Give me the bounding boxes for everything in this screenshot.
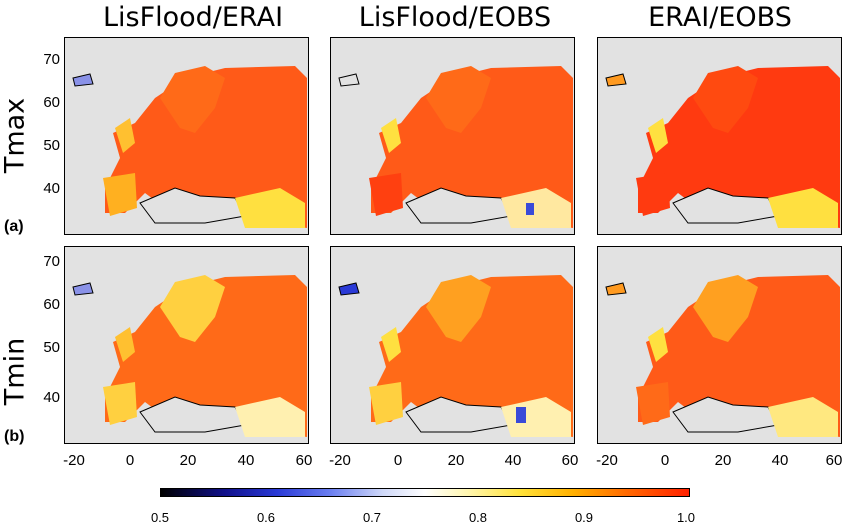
colorbar-label: 0.8 — [468, 510, 488, 525]
iceland — [605, 73, 627, 87]
iceland — [72, 282, 94, 296]
colorbar-label: 0.7 — [362, 510, 382, 525]
iberia — [369, 173, 403, 216]
ytick-label: 50 — [43, 137, 60, 154]
xtick-label: 40 — [504, 452, 522, 469]
map-panel-tmax-erai-eobs — [597, 37, 842, 235]
xtick-label: 60 — [825, 452, 843, 469]
xtick-label: 40 — [237, 452, 255, 469]
map-panel-tmax-lisflood-erai — [64, 37, 309, 235]
south-east-region — [501, 188, 571, 228]
map-panel-tmax-lisflood-eobs — [330, 37, 575, 235]
colorbar — [160, 488, 690, 497]
iberia — [369, 382, 403, 425]
south-east-region — [768, 188, 838, 228]
xtick-label: 20 — [714, 452, 732, 469]
iceland — [338, 282, 360, 296]
scandinavia — [426, 275, 491, 342]
xtick-label: -20 — [596, 452, 618, 469]
xtick-label: 60 — [295, 452, 313, 469]
column-title-2: LisFlood/EOBS — [358, 2, 552, 33]
colorbar-label: 0.6 — [256, 510, 276, 525]
iberia — [636, 382, 670, 425]
british-isles — [648, 118, 668, 153]
iceland — [72, 73, 94, 87]
column-title-1: LisFlood/ERAI — [102, 2, 284, 33]
british-isles — [115, 327, 135, 362]
europe-landmass — [371, 275, 573, 437]
xtick-label: -20 — [63, 452, 85, 469]
scandinavia — [693, 66, 758, 133]
europe-landmass — [371, 66, 573, 228]
xtick-label: 0 — [393, 452, 403, 469]
row-label-tmin: Tmin — [0, 337, 31, 406]
ytick-label: 40 — [43, 389, 60, 406]
europe-landmass — [105, 275, 307, 437]
british-isles — [381, 327, 401, 362]
colorbar-label: 0.5 — [150, 510, 170, 525]
iceland — [338, 73, 360, 87]
map-panel-tmin-erai-eobs — [597, 246, 842, 444]
iberia — [103, 382, 137, 425]
south-east-region — [768, 397, 838, 437]
colorbar-label: 0.9 — [574, 510, 594, 525]
iberia — [103, 173, 137, 216]
xtick-label: -20 — [329, 452, 351, 469]
column-title-3: ERAI/EOBS — [648, 2, 792, 33]
iceland — [605, 282, 627, 296]
south-east-region — [235, 397, 305, 437]
row-label-tmax: Tmax — [0, 97, 31, 174]
scandinavia — [160, 275, 225, 342]
xtick-label: 0 — [125, 452, 135, 469]
low-correlation-patch — [526, 203, 534, 215]
europe-landmass — [638, 275, 840, 437]
europe-landmass — [105, 66, 307, 228]
xtick-label: 20 — [447, 452, 465, 469]
low-correlation-patch — [516, 407, 526, 423]
iberia — [636, 173, 670, 216]
british-isles — [648, 327, 668, 362]
colorbar-label: 1.0 — [676, 510, 696, 525]
map-panel-tmin-lisflood-eobs — [330, 246, 575, 444]
ytick-label: 40 — [43, 180, 60, 197]
british-isles — [115, 118, 135, 153]
panel-tag-b: (b) — [4, 428, 25, 445]
ytick-label: 60 — [43, 94, 60, 111]
ytick-label: 70 — [43, 51, 60, 68]
xtick-label: 0 — [660, 452, 670, 469]
xtick-label: 60 — [561, 452, 579, 469]
british-isles — [381, 118, 401, 153]
ytick-label: 60 — [43, 296, 60, 313]
south-east-region — [235, 188, 305, 228]
xtick-label: 40 — [771, 452, 789, 469]
panel-tag-a: (a) — [4, 218, 24, 235]
scandinavia — [160, 66, 225, 133]
europe-landmass — [638, 66, 840, 228]
xtick-label: 20 — [179, 452, 197, 469]
scandinavia — [693, 275, 758, 342]
ytick-label: 50 — [43, 339, 60, 356]
scandinavia — [426, 66, 491, 133]
map-panel-tmin-lisflood-erai — [64, 246, 309, 444]
ytick-label: 70 — [43, 253, 60, 270]
